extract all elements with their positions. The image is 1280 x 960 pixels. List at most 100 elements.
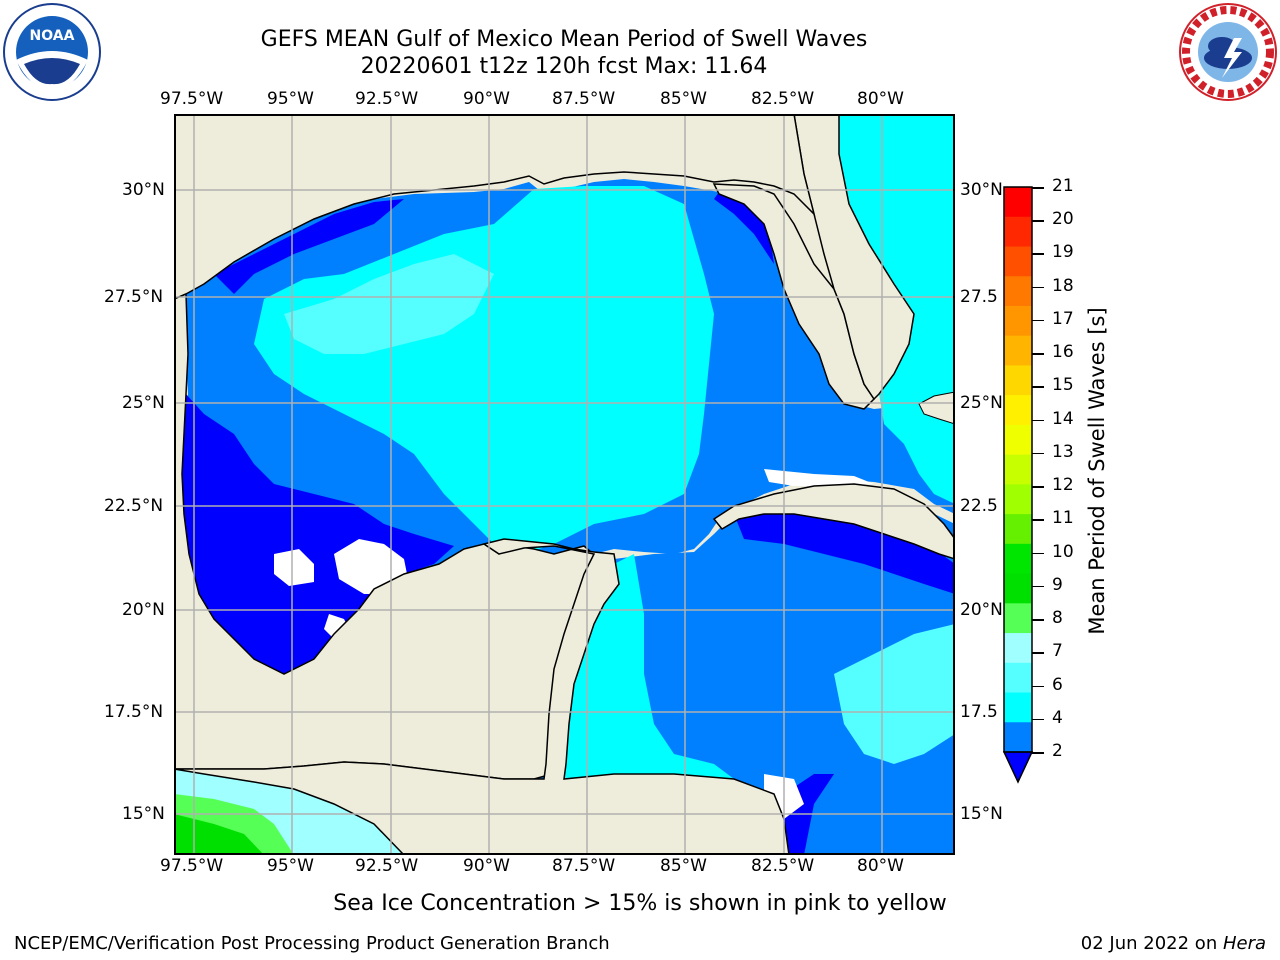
colorbar-tick-mark [1032,353,1044,355]
colorbar-tick-label: 16 [1052,342,1074,363]
colorbar-tick-label: 7 [1052,641,1063,662]
colorbar-tick-mark [1032,253,1044,255]
footer-date: 02 Jun 2022 on Hera [1081,933,1266,954]
lat-label-left: 30°N [122,180,165,200]
colorbar-extend-arrow [1002,751,1034,784]
lat-label-left: 25°N [122,393,165,413]
lon-label-top: 85°W [660,89,707,109]
colorbar-tick-mark [1032,386,1044,388]
lat-label-right: 20°N [960,600,1003,620]
colorbar-tick-mark [1032,220,1044,222]
nws-logo [1179,3,1277,101]
colorbar-segment [1004,454,1032,485]
lon-label-bottom: 87.5°W [552,856,616,876]
lon-label-bottom: 82.5°W [751,856,815,876]
no-data-patch-5 [764,469,874,486]
map-frame [174,114,955,855]
colorbar [1002,186,1034,784]
map-border [174,114,955,855]
colorbar-tick-label: 10 [1052,541,1074,562]
lon-label-top: 97.5°W [160,89,224,109]
chart-title-line2: 20220601 t12z 120h fcst Max: 11.64 [360,54,768,79]
cyan-caribbean-east [834,624,955,764]
colorbar-tick-label: 14 [1052,408,1074,429]
lon-label-bottom: 97.5°W [160,856,224,876]
lat-label-left: 20°N [122,600,165,620]
dark-blue-band-west [182,394,454,674]
colorbar-segment [1004,246,1032,277]
colorbar-tick-mark [1032,752,1044,754]
colorbar-segment [1004,187,1032,218]
colorbar-tick-label: 8 [1052,608,1063,629]
colorbar-segment [1004,424,1032,456]
svg-text:NOAA: NOAA [30,28,75,44]
colorbar-segment [1004,573,1032,604]
lon-label-bottom: 80°W [857,856,904,876]
lon-label-bottom: 92.5°W [355,856,419,876]
colorbar-segment [1004,484,1032,515]
colorbar-tick-mark [1032,685,1044,688]
dark-blue-band-east [714,192,774,264]
colorbar-segment [1004,543,1032,575]
colorbar-tick-mark [1032,319,1044,322]
colorbar-tick-mark [1032,619,1044,621]
lon-label-top: 87.5°W [552,89,616,109]
lat-label-left: 17.5°N [104,702,164,722]
lat-label-right: 22.5 [960,496,998,516]
colorbar-tick-label: 21 [1052,176,1074,196]
colorbar-tick-label: 2 [1052,741,1063,761]
noaa-logo: NOAA [3,3,101,101]
colorbar-border [1003,186,1033,753]
land-cuba [712,483,955,560]
lon-label-top: 80°W [857,89,904,109]
colorbar-segment [1004,305,1032,337]
colorbar-segment [1004,514,1032,545]
pacific-deep-green [174,814,264,855]
footer-branch: NCEP/EMC/Verification Post Processing Pr… [14,933,610,954]
land-yucatan [174,538,790,855]
colorbar-tick-label: 11 [1052,508,1074,529]
colorbar-tick-mark [1032,187,1044,189]
colorbar-segment [1004,603,1032,634]
colorbar-segment [1004,662,1032,694]
colorbar-tick-mark [1032,519,1044,521]
colorbar-tick-label: 17 [1052,308,1074,329]
colorbar-tick-label: 6 [1052,674,1063,695]
colorbar-tick-label: 9 [1052,574,1063,595]
colorbar-tick-mark [1032,286,1044,289]
colorbar-tick-mark [1032,718,1044,721]
lon-label-bottom: 90°W [463,856,510,876]
colorbar-tick-label: 12 [1052,475,1074,496]
lat-label-right: 30°N [960,180,1003,200]
colorbar-tick-mark [1032,452,1044,455]
chart-title-line1: GEFS MEAN Gulf of Mexico Mean Period of … [260,27,868,52]
land-florida-east [793,114,915,401]
lat-label-left: 22.5°N [104,496,164,516]
colorbar-tick-label: 4 [1052,707,1063,728]
footer-host: Hera [1222,933,1266,954]
lat-label-right: 17.5 [960,702,998,722]
colorbar-title: Mean Period of Swell Waves [s] [1085,307,1109,635]
no-data-patch-2 [274,549,314,586]
lon-label-top: 82.5°W [751,89,815,109]
lon-label-bottom: 85°W [660,856,707,876]
cyan-light-patch [284,254,494,354]
lat-label-right: 27.5 [960,287,998,307]
colorbar-tick-label: 13 [1052,441,1074,462]
land-bahamas [918,391,955,425]
lon-label-top: 95°W [267,89,314,109]
colorbar-segment [1004,395,1032,426]
colorbar-segment [1004,722,1032,753]
lat-label-right: 15°N [960,804,1003,824]
colorbar-segment [1004,633,1032,664]
colorbar-segment [1004,335,1032,366]
colorbar-segment [1004,365,1032,396]
footer-date-text: 02 Jun 2022 on [1080,933,1223,954]
dark-blue-band-north [214,199,404,294]
colorbar-tick-label: 19 [1052,242,1074,263]
graticule [174,114,955,855]
lat-label-right: 25°N [960,393,1003,413]
colorbar-tick-mark [1032,585,1044,588]
lon-label-top: 92.5°W [355,89,419,109]
dark-blue-caribbean [734,504,955,594]
